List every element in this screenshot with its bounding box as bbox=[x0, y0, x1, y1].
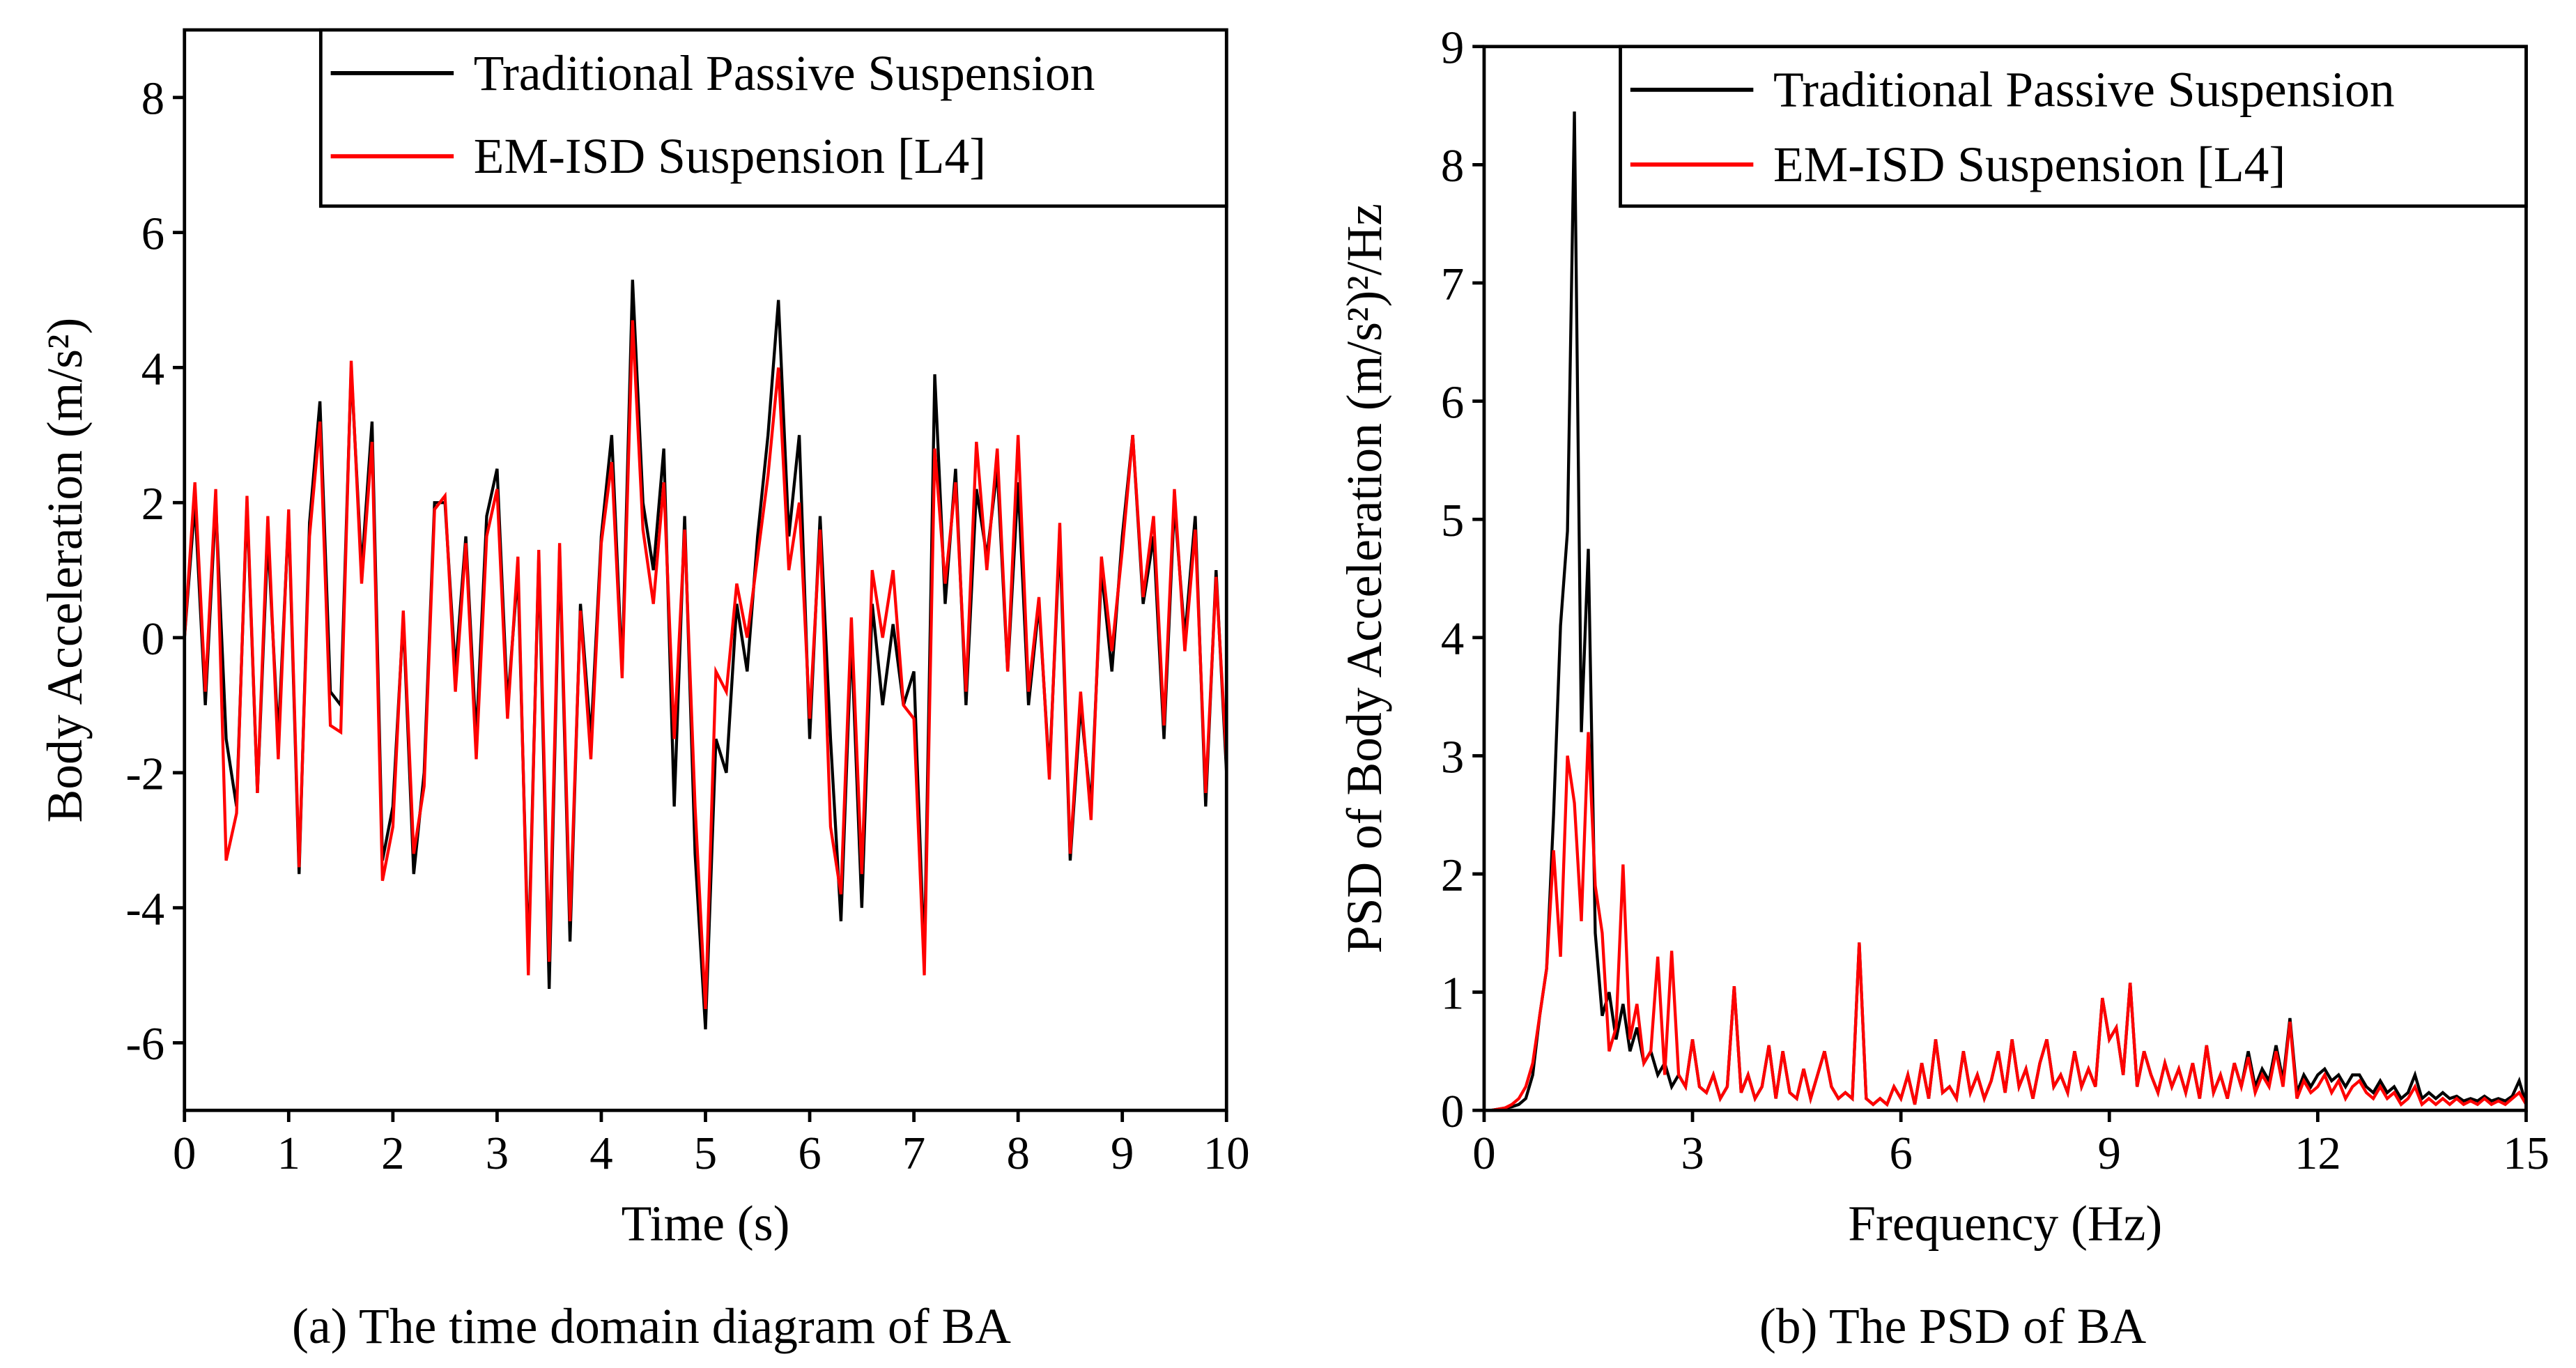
x-tick-label: 15 bbox=[2503, 1128, 2550, 1179]
y-tick-label: 2 bbox=[1441, 850, 1464, 901]
x-tick-label: 1 bbox=[277, 1128, 300, 1179]
x-tick-label: 5 bbox=[694, 1128, 717, 1179]
x-tick-label: 6 bbox=[798, 1128, 821, 1179]
x-tick-label: 9 bbox=[1111, 1128, 1134, 1179]
y-axis-title: Body Acceleration (m/s²) bbox=[38, 318, 93, 823]
x-tick-label: 3 bbox=[486, 1128, 509, 1179]
legend-label: Traditional Passive Suspension bbox=[474, 46, 1095, 101]
y-tick-label: -2 bbox=[126, 748, 165, 800]
y-tick-label: 8 bbox=[1441, 140, 1464, 192]
x-tick-label: 0 bbox=[173, 1128, 196, 1179]
y-tick-label: 6 bbox=[1441, 376, 1464, 428]
y-tick-label: 6 bbox=[141, 208, 164, 259]
x-tick-label: 10 bbox=[1203, 1128, 1250, 1179]
y-tick-label: 4 bbox=[141, 343, 164, 394]
y-tick-label: 7 bbox=[1441, 259, 1464, 310]
x-tick-label: 2 bbox=[381, 1128, 404, 1179]
series-line bbox=[1483, 112, 2527, 1111]
y-tick-label: -6 bbox=[126, 1018, 165, 1070]
y-tick-label: 0 bbox=[1441, 1086, 1464, 1137]
legend-label: EM-ISD Suspension [L4] bbox=[1773, 137, 2285, 192]
x-tick-label: 7 bbox=[902, 1128, 925, 1179]
series-line bbox=[184, 279, 1227, 1030]
y-tick-label: 0 bbox=[141, 613, 164, 665]
x-axis-title: Frequency (Hz) bbox=[1848, 1196, 2162, 1251]
caption: (a) The time domain diagram of BA bbox=[292, 1299, 1011, 1354]
x-tick-label: 6 bbox=[1889, 1128, 1912, 1179]
y-tick-label: 3 bbox=[1441, 731, 1464, 783]
y-tick-label: 8 bbox=[141, 73, 164, 125]
legend-label: Traditional Passive Suspension bbox=[1773, 63, 2395, 118]
legend-box bbox=[318, 28, 1228, 208]
y-tick-label: -4 bbox=[126, 883, 165, 935]
y-tick-label: 1 bbox=[1441, 968, 1464, 1020]
y-axis-title: PSD of Body Acceleration (m/s²)²/Hz bbox=[1337, 203, 1392, 953]
x-tick-label: 12 bbox=[2295, 1128, 2341, 1179]
caption: (b) The PSD of BA bbox=[1759, 1299, 2146, 1354]
x-axis-title: Time (s) bbox=[622, 1196, 790, 1251]
x-tick-label: 9 bbox=[2098, 1128, 2121, 1179]
series-line bbox=[184, 320, 1227, 1010]
legend-label: EM-ISD Suspension [L4] bbox=[474, 129, 986, 184]
y-tick-label: 5 bbox=[1441, 495, 1464, 546]
x-tick-label: 4 bbox=[589, 1128, 612, 1179]
x-tick-label: 8 bbox=[1006, 1128, 1029, 1179]
legend-box bbox=[1619, 45, 2528, 208]
y-tick-label: 2 bbox=[141, 478, 164, 530]
series-line bbox=[1483, 732, 2527, 1111]
y-tick-label: 9 bbox=[1441, 22, 1464, 74]
x-tick-label: 0 bbox=[1472, 1128, 1495, 1179]
y-tick-label: 4 bbox=[1441, 613, 1464, 665]
x-tick-label: 3 bbox=[1681, 1128, 1704, 1179]
